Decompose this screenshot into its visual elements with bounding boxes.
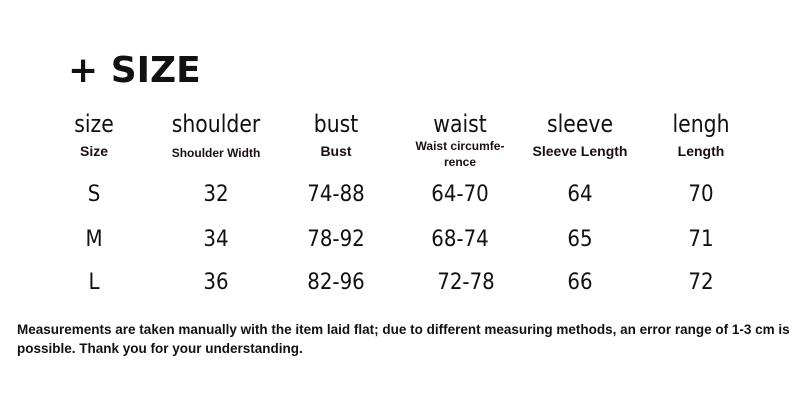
table-cell: 64-70 <box>431 182 489 207</box>
column-header: shoulder <box>171 110 261 138</box>
column-header: bust <box>313 110 359 138</box>
table-cell: S <box>87 182 101 207</box>
table-cell: 66 <box>567 270 593 295</box>
measurement-note: Measurements are taken manually with the… <box>17 322 790 356</box>
table-cell: M <box>85 227 103 252</box>
column-subheader: Waist circumfe-rence <box>415 139 505 169</box>
table-cell: 68-74 <box>431 227 489 252</box>
table-cell: 78-92 <box>307 227 365 252</box>
table-cell: 72-78 <box>437 270 495 295</box>
page-title: + SIZE <box>68 50 201 91</box>
column-subheader: Sleeve Length <box>532 143 628 159</box>
table-cell: 65 <box>567 227 593 252</box>
table-cell: 70 <box>688 182 714 207</box>
table-cell: 64 <box>567 182 593 207</box>
table-cell: 36 <box>203 270 229 295</box>
column-subheader: Bust <box>320 143 352 159</box>
table-cell: 34 <box>203 227 229 252</box>
table-cell: 32 <box>203 182 229 207</box>
table-cell: L <box>88 270 100 295</box>
table-cell: 82-96 <box>307 270 365 295</box>
column-header: size <box>74 110 114 138</box>
column-header: waist <box>433 110 487 138</box>
table-cell: 74-88 <box>307 182 365 207</box>
column-subheader: Length <box>677 143 725 159</box>
column-subheader: Shoulder Width <box>171 146 261 160</box>
column-subheader: Size <box>79 143 109 159</box>
column-header: lengh <box>672 110 730 138</box>
column-header: sleeve <box>546 110 614 138</box>
table-cell: 71 <box>688 227 714 252</box>
table-cell: 72 <box>688 270 714 295</box>
